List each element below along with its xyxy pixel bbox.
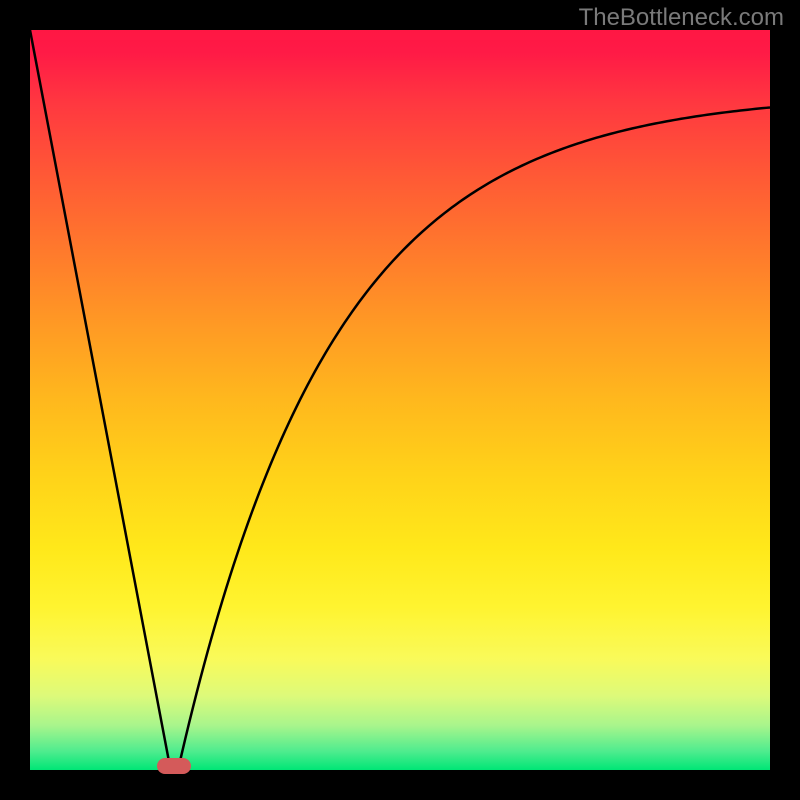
chart-container: TheBottleneck.com (0, 0, 800, 800)
minimum-marker (157, 758, 191, 774)
curve-path (30, 30, 770, 770)
curve-layer (30, 30, 770, 770)
watermark-text: TheBottleneck.com (579, 4, 784, 32)
plot-area (30, 30, 770, 770)
